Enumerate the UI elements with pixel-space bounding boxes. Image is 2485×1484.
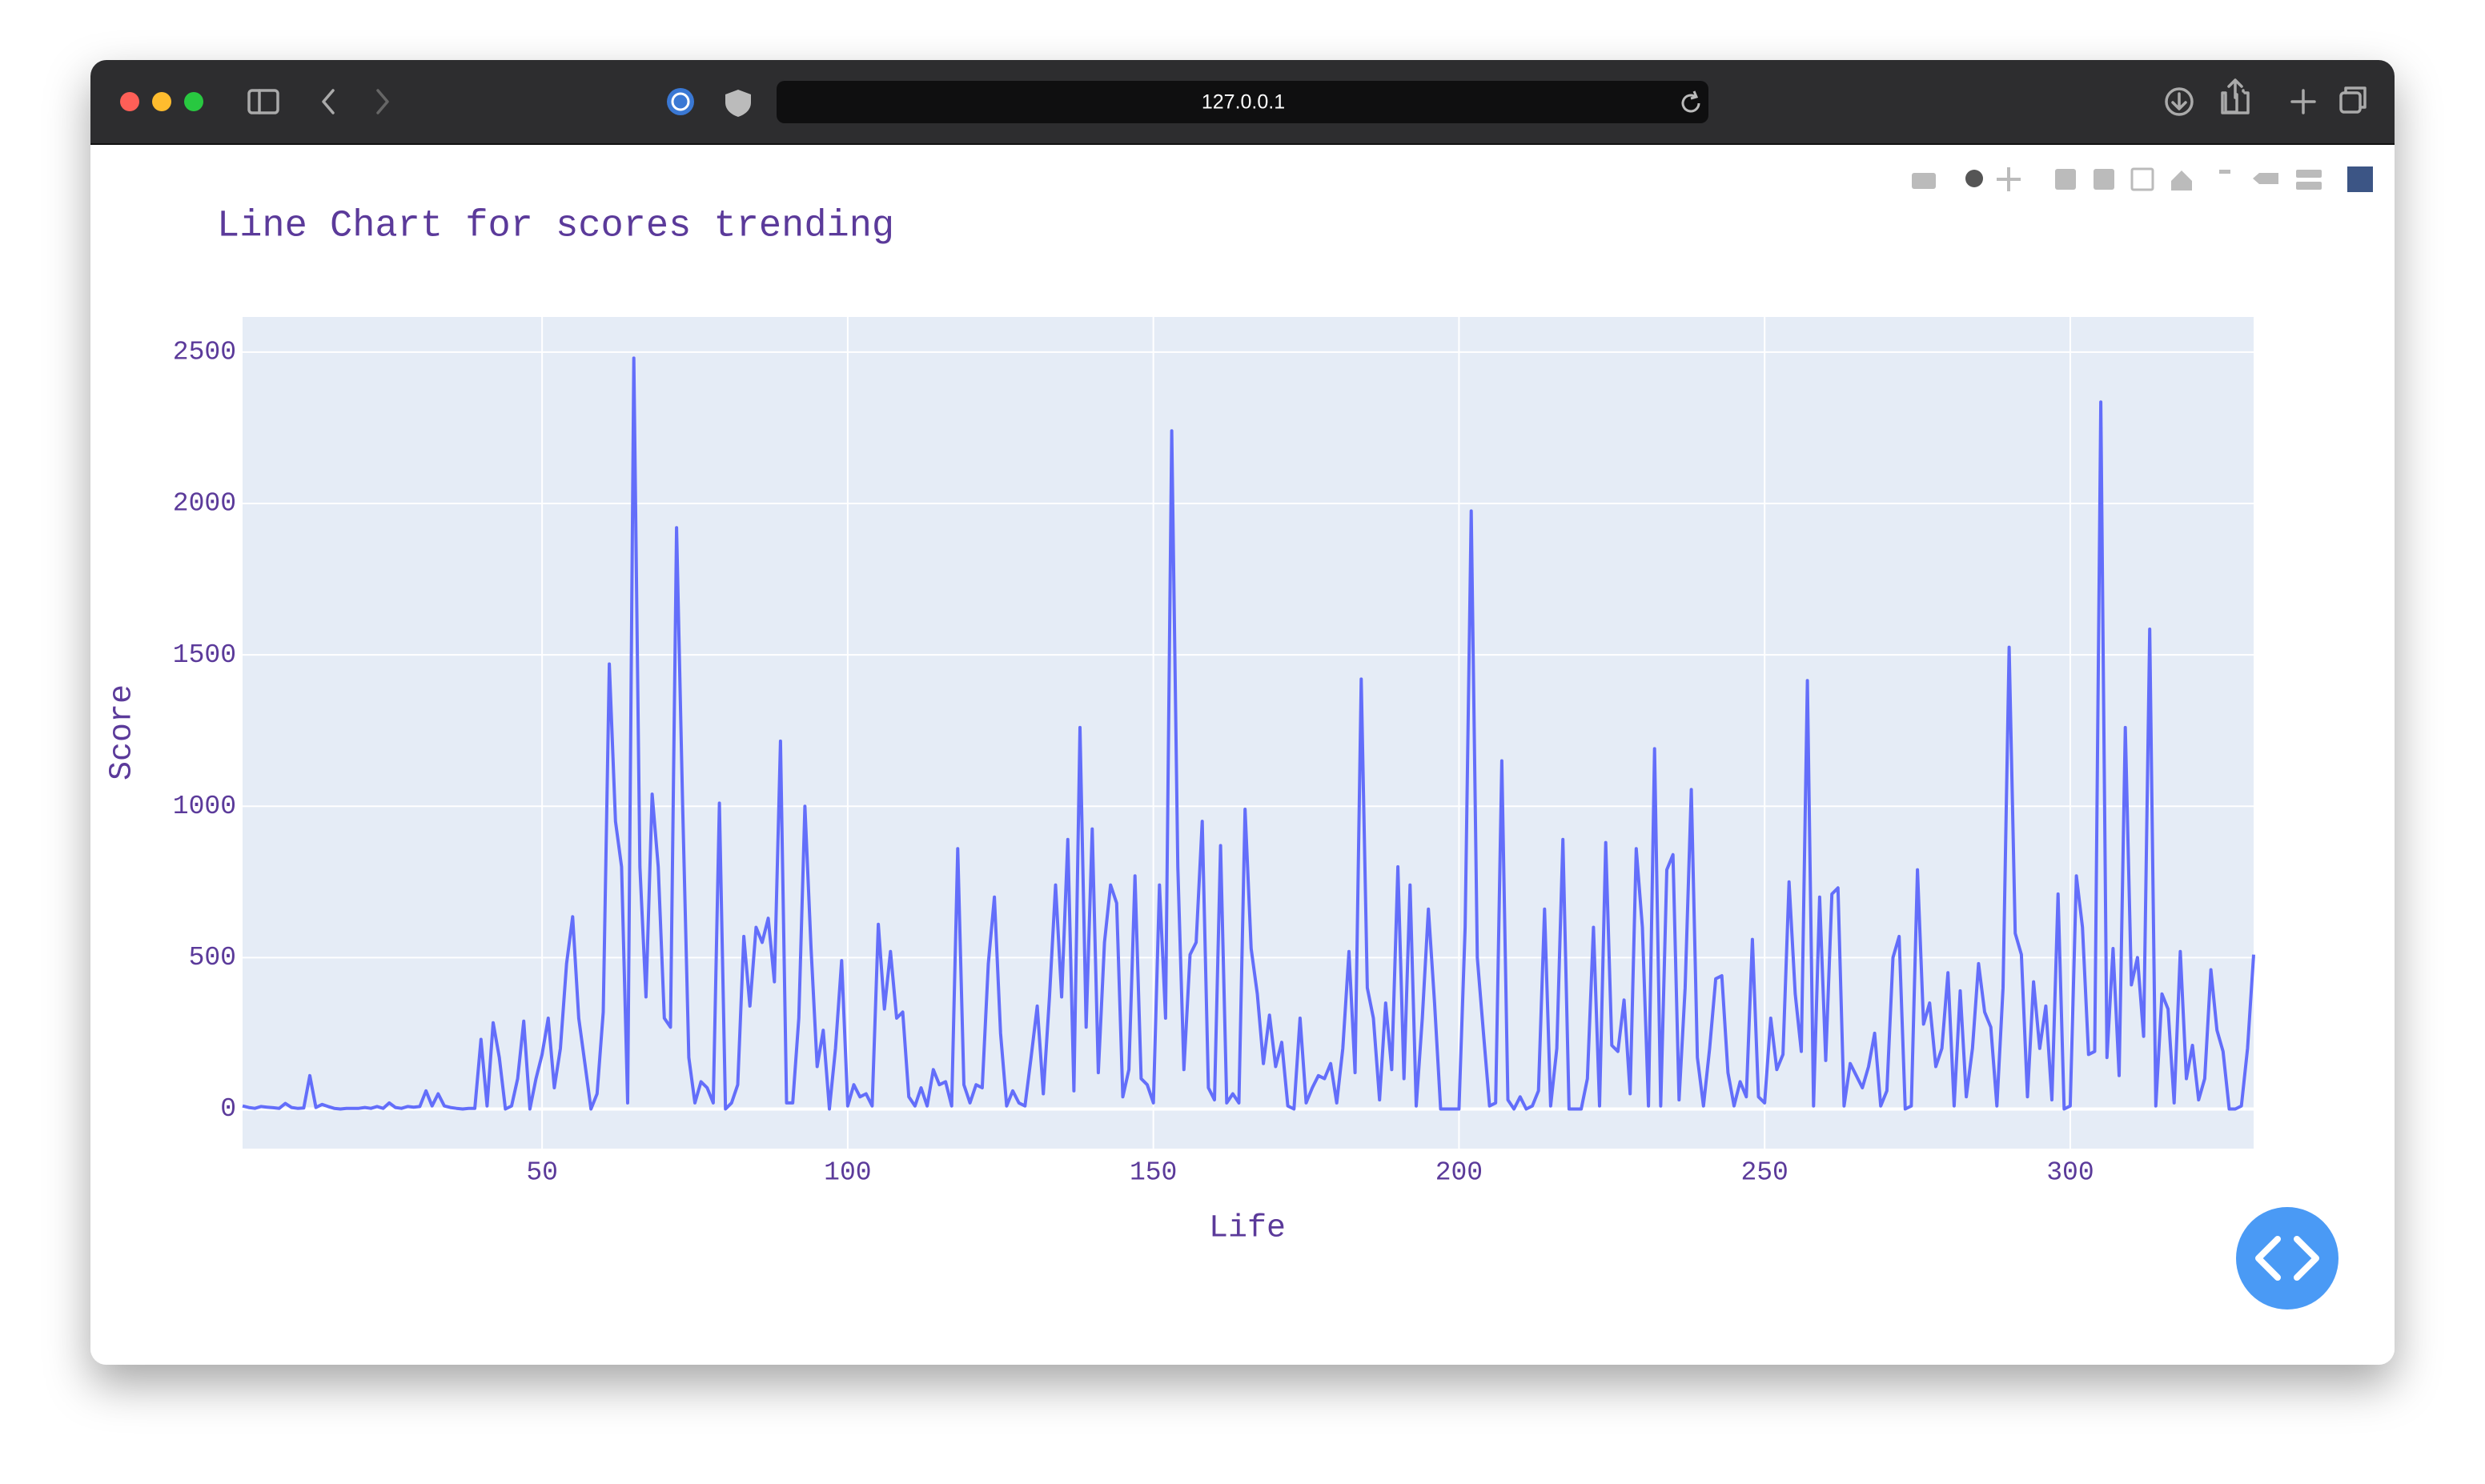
hover-compare-icon[interactable] — [2296, 170, 2322, 178]
hover-closest-icon[interactable] — [2253, 173, 2278, 184]
zoom-in-icon[interactable] — [2055, 169, 2076, 190]
zoom-icon[interactable] — [1965, 170, 1983, 187]
code-button[interactable] — [2236, 1207, 2338, 1310]
y-tick-label: 0 — [220, 1094, 236, 1124]
x-tick-label: 50 — [526, 1158, 558, 1188]
tabs-icon[interactable] — [2339, 91, 2362, 114]
password-icon[interactable] — [667, 88, 694, 115]
y-tick-label: 1000 — [173, 792, 236, 821]
new-tab-icon[interactable] — [2290, 89, 2316, 114]
y-tick-label: 2500 — [173, 338, 236, 367]
plot-background — [243, 317, 2254, 1149]
x-tick-label: 300 — [2046, 1158, 2094, 1188]
x-axis-title: Life — [1209, 1211, 1286, 1247]
back-icon[interactable] — [322, 89, 335, 114]
share-icon[interactable] — [2221, 78, 2250, 114]
x-tick-label: 200 — [1435, 1158, 1483, 1188]
plot — [242, 317, 2255, 1149]
zoom-out-icon[interactable] — [2094, 169, 2114, 190]
shield-icon[interactable] — [725, 90, 751, 117]
url-text: 127.0.0.1 — [1202, 91, 1285, 114]
chart-title: Line Chart for scores trending — [217, 205, 894, 247]
reset-icon[interactable] — [2171, 170, 2192, 191]
spike-icon[interactable] — [2219, 170, 2230, 174]
x-tick-label: 250 — [1740, 1158, 1788, 1188]
data-line — [242, 356, 2255, 1111]
zoom-button[interactable] — [184, 92, 203, 111]
plotly-logo[interactable] — [2347, 166, 2373, 192]
download-icon[interactable] — [2165, 87, 2194, 116]
y-tick-label: 1500 — [173, 640, 236, 670]
reload-icon[interactable] — [1681, 90, 1700, 113]
url-bar[interactable] — [777, 81, 1708, 123]
y-axis-title: Score — [105, 684, 141, 780]
sidebar-icon[interactable] — [247, 89, 279, 114]
pan-icon[interactable] — [1997, 167, 2021, 191]
modebar — [1912, 166, 2373, 192]
y-tick-label: 500 — [189, 943, 236, 973]
x-tick-label: 150 — [1130, 1158, 1177, 1188]
camera-icon[interactable] — [1912, 173, 1936, 189]
autoscale-icon[interactable] — [2130, 167, 2154, 191]
minimize-button[interactable] — [152, 92, 171, 111]
forward-icon[interactable] — [376, 89, 389, 114]
y-tick-label: 2000 — [173, 489, 236, 519]
x-tick-label: 100 — [824, 1158, 871, 1188]
close-button[interactable] — [120, 92, 139, 111]
